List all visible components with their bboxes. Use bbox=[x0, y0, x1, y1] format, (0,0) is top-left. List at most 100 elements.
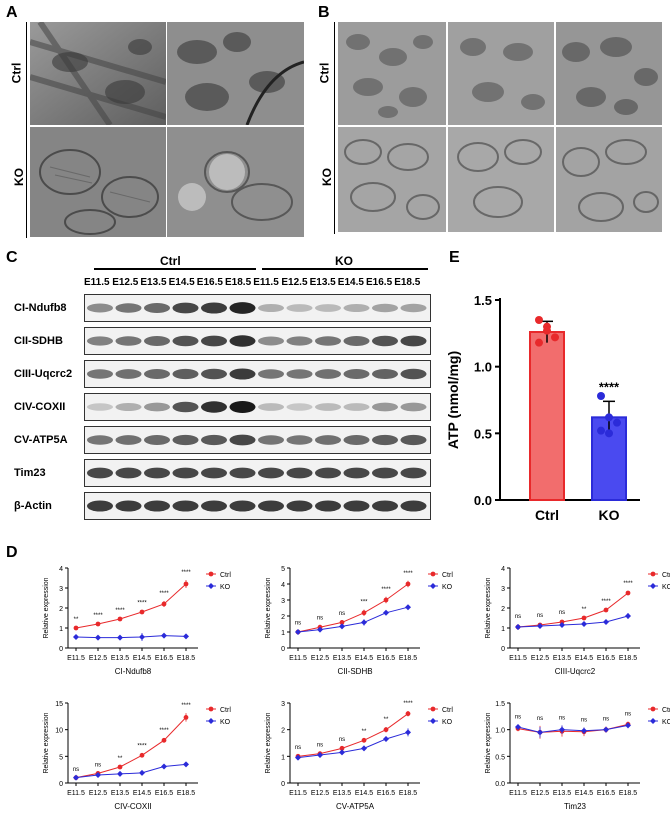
line-chart-point bbox=[537, 623, 543, 629]
line-chart-x-tick: E14.5 bbox=[575, 790, 593, 797]
atp-point bbox=[613, 418, 621, 427]
line-chart-significance: ns bbox=[559, 610, 565, 616]
line-chart-point bbox=[581, 621, 587, 627]
line-chart-point bbox=[581, 615, 587, 621]
em-image-b-ko-2 bbox=[448, 127, 554, 232]
wb-lane-label: E18.5 bbox=[394, 277, 421, 288]
wb-blot-strip bbox=[84, 459, 431, 487]
line-chart-point bbox=[117, 616, 123, 622]
line-chart-x-tick: E13.5 bbox=[111, 655, 129, 662]
line-chart-significance: ns bbox=[515, 614, 521, 620]
legend-ctrl: Ctrl bbox=[662, 572, 670, 579]
line-chart-y-tick: 0 bbox=[501, 646, 505, 653]
line-chart-significance: ** bbox=[384, 717, 389, 723]
line-chart-x-tick: E12.5 bbox=[531, 655, 549, 662]
line-chart-title: CIV-COXII bbox=[114, 802, 151, 811]
em-a-ctrl-label: Ctrl bbox=[9, 62, 24, 84]
line-chart-x-tick: E16.5 bbox=[597, 790, 615, 797]
wb-protein-label: CII-SDHB bbox=[14, 335, 63, 347]
line-chart-x-tick: E14.5 bbox=[575, 655, 593, 662]
line-chart-x-tick: E13.5 bbox=[333, 655, 351, 662]
line-chart-series bbox=[75, 583, 187, 629]
relative-expression-charts: 0 1 2 3 4 Relative expression E11.5 E12.5 E13.5 E… bbox=[43, 566, 670, 811]
line-chart-point bbox=[117, 764, 123, 770]
line-chart-significance: ** bbox=[582, 607, 587, 613]
legend-ctrl: Ctrl bbox=[442, 707, 453, 714]
line-chart-significance: ns bbox=[295, 620, 301, 626]
line-chart-y-tick: 1.5 bbox=[495, 701, 505, 708]
line-chart-significance: ns bbox=[317, 742, 323, 748]
em-image-b-ctrl-1 bbox=[338, 22, 446, 125]
line-chart-x-tick: E14.5 bbox=[133, 655, 151, 662]
atp-x-tick: KO bbox=[599, 507, 620, 523]
line-chart-x-tick: E12.5 bbox=[531, 790, 549, 797]
panel-label-c: C bbox=[6, 249, 18, 266]
wb-blot-strip bbox=[84, 492, 431, 520]
line-chart-title: CV-ATP5A bbox=[336, 802, 375, 811]
line-chart-title: Tim23 bbox=[564, 802, 586, 811]
atp-bar-chart: 0.0 0.5 1.0 1.5 ATP (nmol/mg) Ctrl KO **** bbox=[445, 293, 640, 523]
wb-protein-label: β-Actin bbox=[14, 500, 52, 512]
wb-lane-label: E13.5 bbox=[309, 277, 336, 288]
line-chart-series bbox=[75, 635, 187, 639]
atp-point bbox=[535, 316, 543, 324]
line-chart-y-tick: 1 bbox=[281, 630, 285, 637]
line-chart-point bbox=[317, 626, 323, 633]
em-a-divider bbox=[26, 22, 27, 238]
line-chart-point bbox=[603, 619, 609, 625]
line-chart-x-tick: E12.5 bbox=[89, 790, 107, 797]
line-chart-x-tick: E11.5 bbox=[289, 790, 307, 797]
line-chart-x-tick: E12.5 bbox=[311, 655, 329, 662]
line-chart-y-tick: 1 bbox=[59, 626, 63, 633]
line-chart-point bbox=[559, 622, 565, 628]
wb-blot-strip bbox=[84, 426, 431, 454]
line-chart-y-tick: 2 bbox=[281, 728, 285, 735]
line-chart-series bbox=[297, 713, 409, 757]
line-chart-significance: **** bbox=[159, 728, 169, 734]
line-chart-y-tick: 0 bbox=[281, 781, 285, 788]
line-chart-significance: ns bbox=[515, 714, 521, 720]
line-chart-x-tick: E13.5 bbox=[553, 790, 571, 797]
line-chart-point bbox=[339, 623, 345, 630]
wb-protein-label: CIII-Uqcrc2 bbox=[14, 368, 73, 380]
line-chart-significance: **** bbox=[137, 600, 147, 606]
wb-lane-label: E13.5 bbox=[140, 277, 167, 288]
line-chart-series bbox=[297, 606, 409, 633]
line-chart-x-tick: E18.5 bbox=[399, 655, 417, 662]
em-image-b-ctrl-2 bbox=[448, 22, 554, 125]
line-chart-point bbox=[73, 774, 79, 781]
panel-label-d: D bbox=[6, 544, 18, 561]
line-chart-significance: **** bbox=[115, 608, 125, 614]
line-chart-series bbox=[297, 583, 409, 633]
line-chart-significance: ns bbox=[559, 715, 565, 721]
line-chart-x-tick: E11.5 bbox=[67, 655, 85, 662]
line-chart-point bbox=[339, 745, 345, 751]
wb-blot-strip bbox=[84, 360, 431, 388]
atp-y-tick: 1.5 bbox=[474, 293, 492, 308]
wb-lane-label: E11.5 bbox=[253, 277, 279, 288]
line-chart-significance: **** bbox=[381, 587, 391, 593]
line-chart-significance: **** bbox=[93, 613, 103, 619]
line-chart-point bbox=[383, 609, 389, 616]
line-chart-significance: ns bbox=[73, 767, 79, 773]
line-chart-y-tick: 3 bbox=[281, 701, 285, 708]
line-chart-point bbox=[383, 727, 389, 733]
legend-ko: KO bbox=[220, 584, 231, 591]
legend-ko: KO bbox=[442, 719, 453, 726]
atp-y-tick: 0.5 bbox=[474, 426, 492, 441]
line-chart-x-tick: E18.5 bbox=[619, 790, 637, 797]
panel-label-a: A bbox=[6, 4, 18, 21]
atp-point bbox=[535, 338, 543, 347]
line-chart-y-label: Relative expression bbox=[43, 577, 50, 638]
line-chart-significance: ns bbox=[537, 716, 543, 722]
line-chart-x-tick: E16.5 bbox=[377, 790, 395, 797]
legend-ko: KO bbox=[662, 719, 670, 726]
line-chart-point bbox=[139, 609, 145, 615]
line-chart-point bbox=[383, 736, 389, 742]
line-chart-point bbox=[295, 629, 301, 635]
line-chart-point bbox=[515, 624, 521, 630]
line-chart-y-tick: 5 bbox=[281, 566, 285, 573]
em-image-b-ko-3 bbox=[556, 127, 662, 232]
line-chart-point bbox=[95, 634, 101, 641]
line-chart-y-tick: 0 bbox=[59, 781, 63, 788]
